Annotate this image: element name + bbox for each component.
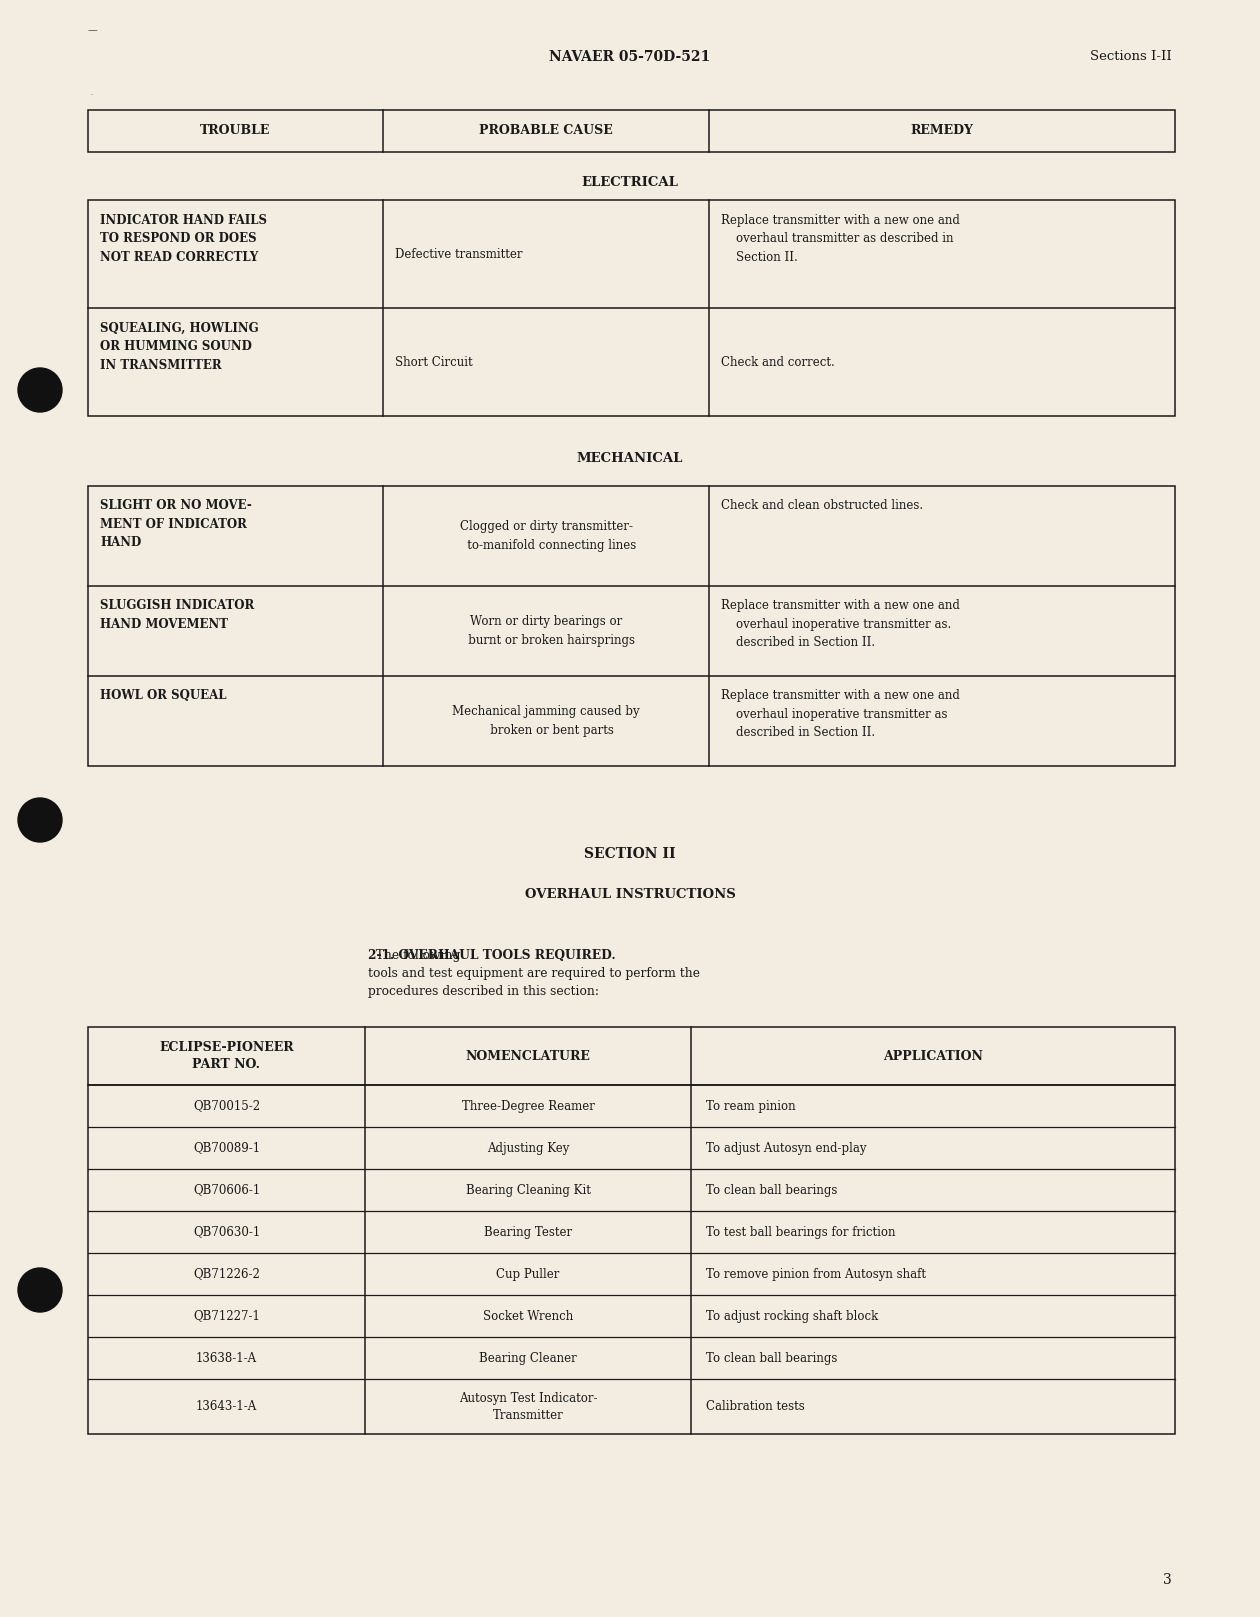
Text: ELECTRICAL: ELECTRICAL (582, 176, 678, 189)
Circle shape (18, 799, 62, 842)
Text: QB70015-2: QB70015-2 (193, 1100, 260, 1112)
Text: 13638-1-A: 13638-1-A (197, 1352, 257, 1365)
Bar (88, 201, 1176, 416)
Text: APPLICATION: APPLICATION (883, 1049, 983, 1062)
Text: QB71227-1: QB71227-1 (193, 1310, 260, 1323)
Text: To ream pinion: To ream pinion (706, 1100, 795, 1112)
Text: Replace transmitter with a new one and
    overhaul inoperative transmitter as.
: Replace transmitter with a new one and o… (721, 598, 960, 648)
Text: REMEDY: REMEDY (911, 125, 974, 137)
Text: —: — (88, 24, 98, 36)
Text: HOWL OR SQUEAL: HOWL OR SQUEAL (100, 689, 227, 702)
Text: 13643-1-A: 13643-1-A (195, 1400, 257, 1413)
Text: To adjust Autosyn end-play: To adjust Autosyn end-play (706, 1142, 867, 1155)
Text: ECLIPSE-PIONEER
PART NO.: ECLIPSE-PIONEER PART NO. (159, 1041, 294, 1070)
Text: The following
tools and test equipment are required to perform the
procedures de: The following tools and test equipment a… (368, 949, 701, 998)
Bar (88, 1085, 1176, 1434)
Bar (88, 1027, 1176, 1085)
Text: Mechanical jamming caused by
   broken or bent parts: Mechanical jamming caused by broken or b… (452, 705, 640, 737)
Text: Check and clean obstructed lines.: Check and clean obstructed lines. (721, 500, 924, 513)
Text: Bearing Tester: Bearing Tester (484, 1226, 572, 1239)
Text: Socket Wrench: Socket Wrench (483, 1310, 573, 1323)
Text: PROBABLE CAUSE: PROBABLE CAUSE (479, 125, 612, 137)
Text: Adjusting Key: Adjusting Key (486, 1142, 570, 1155)
Text: TROUBLE: TROUBLE (200, 125, 271, 137)
Text: SQUEALING, HOWLING
OR HUMMING SOUND
IN TRANSMITTER: SQUEALING, HOWLING OR HUMMING SOUND IN T… (100, 322, 258, 372)
Text: 3: 3 (1163, 1573, 1172, 1586)
Text: To clean ball bearings: To clean ball bearings (706, 1184, 838, 1197)
Text: Replace transmitter with a new one and
    overhaul transmitter as described in
: Replace transmitter with a new one and o… (721, 213, 960, 264)
Text: To clean ball bearings: To clean ball bearings (706, 1352, 838, 1365)
Text: MECHANICAL: MECHANICAL (577, 451, 683, 464)
Text: SECTION II: SECTION II (585, 847, 675, 860)
Text: 2-1. OVERHAUL TOOLS REQUIRED.: 2-1. OVERHAUL TOOLS REQUIRED. (368, 949, 616, 962)
Text: OVERHAUL INSTRUCTIONS: OVERHAUL INSTRUCTIONS (524, 888, 736, 901)
Text: Three-Degree Reamer: Three-Degree Reamer (461, 1100, 595, 1112)
Text: Autosyn Test Indicator-
Transmitter: Autosyn Test Indicator- Transmitter (459, 1392, 597, 1421)
Text: Cup Puller: Cup Puller (496, 1268, 559, 1281)
Text: Bearing Cleaner: Bearing Cleaner (479, 1352, 577, 1365)
Bar (88, 110, 1176, 152)
Text: Worn or dirty bearings or
   burnt or broken hairsprings: Worn or dirty bearings or burnt or broke… (457, 614, 635, 647)
Text: QB70089-1: QB70089-1 (193, 1142, 260, 1155)
Text: QB71226-2: QB71226-2 (193, 1268, 260, 1281)
Text: SLUGGISH INDICATOR
HAND MOVEMENT: SLUGGISH INDICATOR HAND MOVEMENT (100, 598, 255, 631)
Text: NOMENCLATURE: NOMENCLATURE (465, 1049, 591, 1062)
Text: To test ball bearings for friction: To test ball bearings for friction (706, 1226, 896, 1239)
Text: ·: · (89, 91, 93, 100)
Text: Short Circuit: Short Circuit (394, 356, 472, 369)
Text: Defective transmitter: Defective transmitter (394, 247, 523, 260)
Circle shape (18, 369, 62, 412)
Text: Sections I-II: Sections I-II (1090, 50, 1172, 63)
Text: Clogged or dirty transmitter-
   to-manifold connecting lines: Clogged or dirty transmitter- to-manifol… (456, 521, 636, 551)
Text: SLIGHT OR NO MOVE-
MENT OF INDICATOR
HAND: SLIGHT OR NO MOVE- MENT OF INDICATOR HAN… (100, 500, 252, 550)
Text: INDICATOR HAND FAILS
TO RESPOND OR DOES
NOT READ CORRECTLY: INDICATOR HAND FAILS TO RESPOND OR DOES … (100, 213, 267, 264)
Text: Calibration tests: Calibration tests (706, 1400, 805, 1413)
Bar (88, 487, 1176, 766)
Circle shape (18, 1268, 62, 1311)
Text: QB70630-1: QB70630-1 (193, 1226, 260, 1239)
Text: NAVAER 05-70D-521: NAVAER 05-70D-521 (549, 50, 711, 65)
Text: Bearing Cleaning Kit: Bearing Cleaning Kit (465, 1184, 591, 1197)
Text: To remove pinion from Autosyn shaft: To remove pinion from Autosyn shaft (706, 1268, 926, 1281)
Text: To adjust rocking shaft block: To adjust rocking shaft block (706, 1310, 878, 1323)
Text: Replace transmitter with a new one and
    overhaul inoperative transmitter as
 : Replace transmitter with a new one and o… (721, 689, 960, 739)
Text: QB70606-1: QB70606-1 (193, 1184, 260, 1197)
Text: Check and correct.: Check and correct. (721, 356, 834, 369)
